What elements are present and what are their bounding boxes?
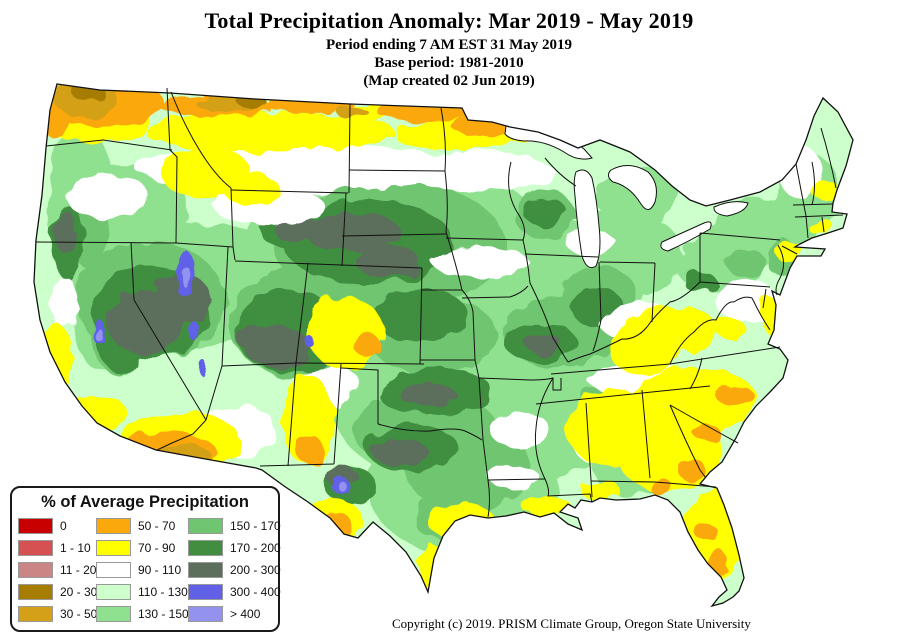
legend-range-label: 0: [60, 519, 67, 533]
legend-range-label: 50 - 70: [138, 519, 176, 533]
legend-item: > 400: [188, 603, 272, 625]
legend-swatch-p130_150: [96, 606, 131, 622]
legend-range-label: > 400: [230, 607, 261, 621]
legend-range-label: 110 - 130: [138, 585, 188, 599]
legend-range-label: 11 - 20: [60, 563, 97, 577]
legend-range-label: 200 - 300: [230, 563, 281, 577]
legend-title: % of Average Precipitation: [41, 493, 249, 511]
legend-range-label: 300 - 400: [230, 585, 281, 599]
legend-item: 300 - 400: [188, 581, 281, 603]
legend-item: 150 - 170: [188, 515, 281, 537]
legend-item: 200 - 300: [188, 559, 281, 581]
legend-column: 0 1 - 10 11 - 20 20 - 30 30 - 50: [18, 515, 98, 625]
legend-range-label: 90 - 110: [138, 563, 182, 577]
legend-swatch-p400plus: [188, 606, 223, 622]
copyright-line: Copyright (c) 2019. PRISM Climate Group,…: [392, 616, 751, 631]
legend-swatch-p11_20: [18, 562, 53, 578]
legend-range-label: 1 - 10: [60, 541, 91, 555]
legend-swatch-p0: [18, 518, 53, 534]
legend-range-label: 30 - 50: [60, 607, 98, 621]
legend-range-label: 70 - 90: [138, 541, 176, 555]
legend-item: 11 - 20: [18, 559, 96, 581]
legend-swatch-p20_30: [18, 584, 53, 600]
legend-range-label: 130 - 150: [138, 607, 189, 621]
legend-item: 20 - 30: [18, 581, 98, 603]
legend-range-label: 170 - 200: [230, 541, 281, 555]
map-title: Total Precipitation Anomaly: Mar 2019 - …: [204, 8, 694, 33]
legend-swatch-p150_170: [188, 518, 223, 534]
legend-swatch-p90_110: [96, 562, 131, 578]
legend-swatch-p110_130: [96, 584, 131, 600]
precip-class-p400plus: [97, 267, 349, 492]
legend-range-label: 20 - 30: [60, 585, 98, 599]
period-ending-line: Period ending 7 AM EST 31 May 2019: [326, 37, 572, 53]
legend-grid: 0 1 - 10 11 - 20 20 - 30 30 - 50 50 - 70 70 - …: [18, 515, 281, 625]
legend-item: 70 - 90: [96, 537, 188, 559]
legend-item: 90 - 110: [96, 559, 188, 581]
legend-swatch-p50_70: [96, 518, 131, 534]
precip-class-p200_300: [56, 210, 563, 487]
legend-column: 150 - 170 170 - 200 200 - 300 300 - 400 > 40…: [188, 515, 281, 625]
legend-item: 0: [18, 515, 96, 537]
legend-item: 50 - 70: [96, 515, 188, 537]
title-block: Total Precipitation Anomaly: Mar 2019 - …: [0, 8, 898, 91]
legend-item: 170 - 200: [188, 537, 281, 559]
base-period-line: Base period: 1981-2010: [374, 55, 524, 71]
legend-column: 50 - 70 70 - 90 90 - 110 110 - 130 130 - 150: [96, 515, 189, 625]
state-borders: [35, 87, 844, 518]
legend-swatch-p170_200: [188, 540, 223, 556]
legend-swatch-p200_300: [188, 562, 223, 578]
legend-item: 130 - 150: [96, 603, 189, 625]
legend-range-label: 150 - 170: [230, 519, 281, 533]
legend-swatch-p30_50: [18, 606, 53, 622]
legend-swatch-p70_90: [96, 540, 131, 556]
legend-swatch-p300_400: [188, 584, 223, 600]
us-outline: [33, 83, 854, 608]
legend-swatch-p1_10: [18, 540, 53, 556]
legend-item: 1 - 10: [18, 537, 96, 559]
legend-item: 30 - 50: [18, 603, 98, 625]
legend: % of Average Precipitation 0 1 - 10 11 - 2…: [10, 486, 281, 632]
legend-item: 110 - 130: [96, 581, 188, 603]
map-created-line: (Map created 02 Jun 2019): [363, 73, 535, 89]
